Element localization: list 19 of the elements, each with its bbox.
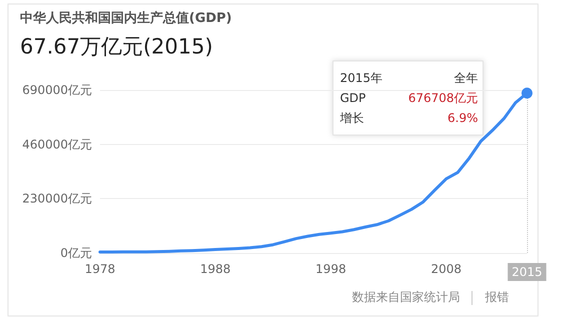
annotation: 增长 [339,111,364,125]
x-tick-label: 2008 [430,262,462,276]
annotation: GDP [340,91,366,105]
x-tick-label: 1978 [84,262,116,276]
x-tick-label: 1988 [200,262,231,276]
x-tick-label: 1998 [316,262,346,276]
annotation: 6.9% [448,111,478,125]
annotation: 676708亿元 [408,91,478,105]
chart-title: 中华人民共和国国内生产总值(GDP) [20,10,232,26]
text: 全年 [454,71,478,85]
chart-subtitle: 67.67万亿元(2015) [20,34,213,58]
y-tick-label: 0亿元 [60,246,92,260]
y-tick-label: 690000亿元 [22,83,92,97]
text: 数据来自国家统计局 [352,290,460,304]
x-tick-label: 2015 [512,265,542,279]
text: 2015年 [340,71,383,85]
y-tick-label: 460000亿元 [22,137,92,152]
text: 报错 [484,290,509,304]
y-tick-label: 230000亿元 [22,192,92,206]
